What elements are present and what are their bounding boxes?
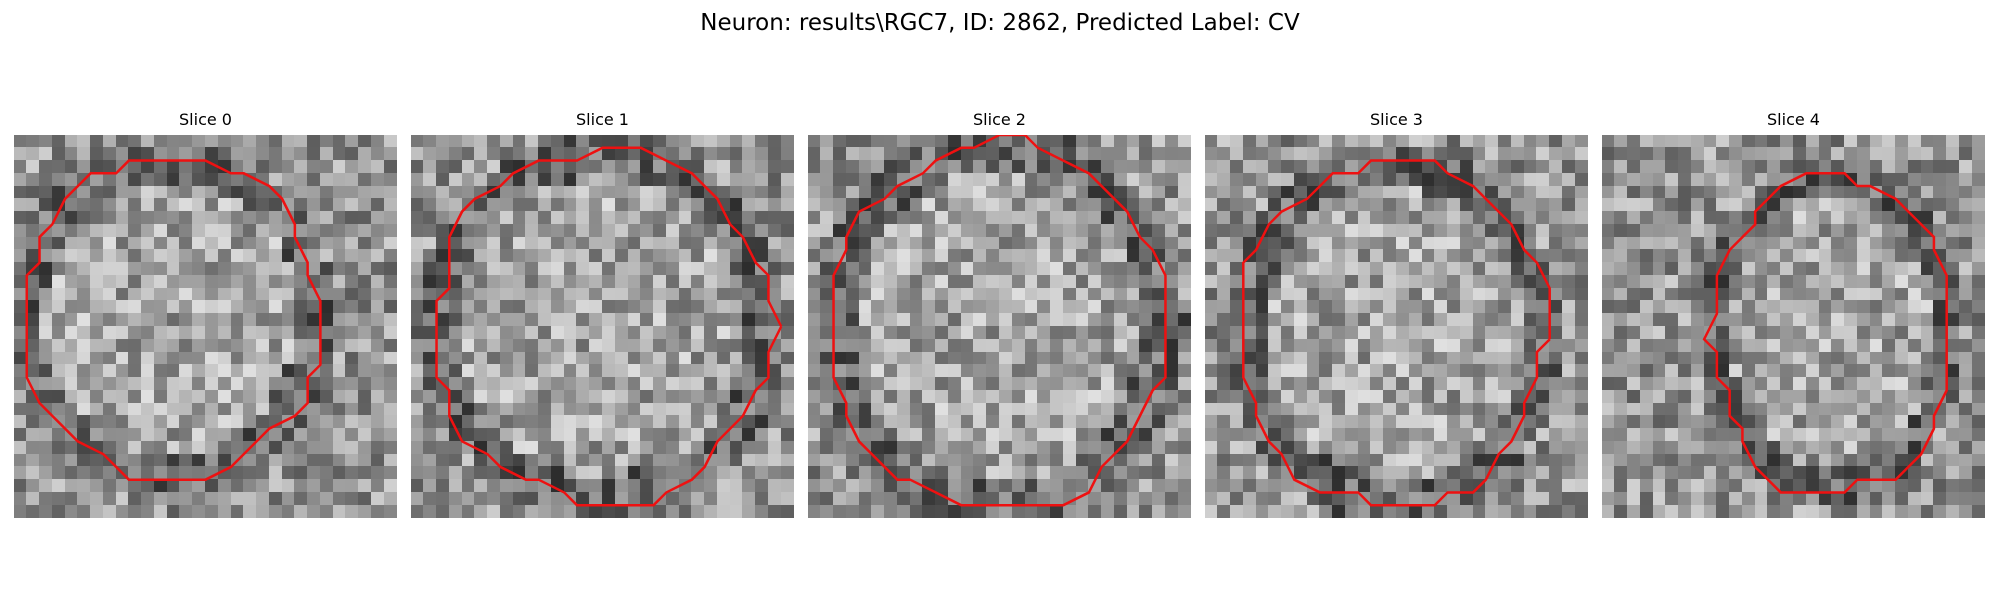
slice-panel-1: Slice 1 [411, 110, 794, 518]
slice-title-3: Slice 3 [1370, 110, 1423, 129]
slice-title-4: Slice 4 [1767, 110, 1820, 129]
slice-image-3 [1205, 135, 1588, 518]
slice-panel-0: Slice 0 [14, 110, 397, 518]
figure-title: Neuron: results\RGC7, ID: 2862, Predicte… [700, 10, 1300, 36]
slice-image-1 [411, 135, 794, 518]
slice-panel-4: Slice 4 [1602, 110, 1985, 518]
slice-title-0: Slice 0 [179, 110, 232, 129]
slice-image-2 [808, 135, 1191, 518]
slice-image-0 [14, 135, 397, 518]
slice-title-2: Slice 2 [973, 110, 1026, 129]
slice-panel-3: Slice 3 [1205, 110, 1588, 518]
slice-image-4 [1602, 135, 1985, 518]
slice-panel-2: Slice 2 [808, 110, 1191, 518]
slice-title-1: Slice 1 [576, 110, 629, 129]
